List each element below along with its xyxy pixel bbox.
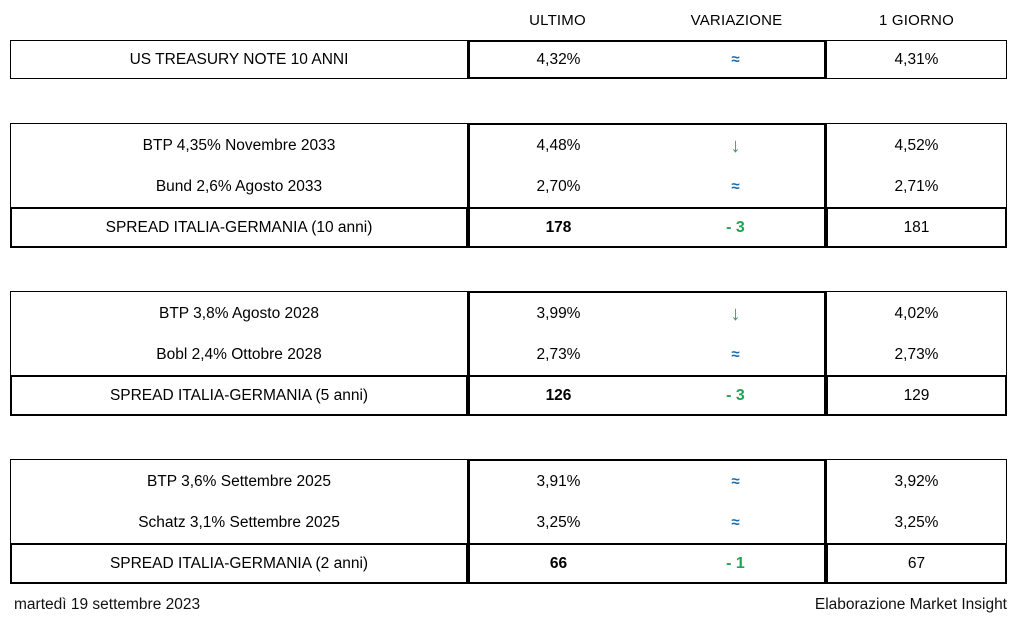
column-header-ultimo: ULTIMO — [529, 11, 586, 29]
spread-mid-cell: 66 - 1 — [468, 543, 826, 584]
spread-variazione-value: - 1 — [726, 554, 745, 572]
report-footer: martedì 19 settembre 2023 Elaborazione M… — [10, 596, 1022, 614]
spread-mid-line: 66 - 1 — [470, 545, 824, 582]
instrument-label: Bobl 2,4% Ottobre 2028 — [156, 345, 322, 363]
spread-variazione-value: - 3 — [726, 218, 745, 236]
giorno-value: 4,31% — [894, 50, 939, 68]
spread-mid-line: 126 - 3 — [470, 377, 824, 414]
ultimo-variazione-column: 3,91% ≈3,25% ≈ — [468, 459, 826, 545]
giorno-value: 2,73% — [894, 345, 939, 363]
spread-label-cell: SPREAD ITALIA-GERMANIA (2 anni) — [10, 543, 468, 584]
giorno-column: 4,02% 2,73% — [826, 291, 1007, 377]
bond-rows: BTP 3,8% Agosto 2028 Bobl 2,4% Ottobre 20… — [10, 291, 1022, 377]
variazione-approx-icon: ≈ — [731, 346, 740, 363]
rate-tables: US TREASURY NOTE 10 ANNI 4,32% ≈4,31% BTP 4… — [10, 40, 1022, 584]
ultimo-value: 4,48% — [536, 136, 581, 154]
spread-giorno-value: 67 — [907, 554, 926, 572]
ultimo-variazione-column: 4,32% ≈ — [468, 40, 826, 79]
instrument-label: BTP 4,35% Novembre 2033 — [142, 136, 336, 154]
spread-giorno-cell: 129 — [826, 375, 1007, 416]
spread-mid-cell: 126 - 3 — [468, 375, 826, 416]
table-row: 2,70% ≈ — [470, 166, 824, 207]
spread-label: SPREAD ITALIA-GERMANIA (5 anni) — [109, 386, 369, 404]
giorno-column: 4,52% 2,71% — [826, 123, 1007, 209]
spread-mid-cell: 178 - 3 — [468, 207, 826, 248]
report-date: martedì 19 settembre 2023 — [14, 596, 201, 613]
bond-rows: US TREASURY NOTE 10 ANNI 4,32% ≈4,31% — [10, 40, 1022, 79]
table-row: 3,91% ≈ — [470, 461, 824, 502]
giorno-value: 4,52% — [894, 136, 939, 154]
column-header-variazione: VARIAZIONE — [690, 11, 783, 29]
instrument-label: BTP 3,6% Settembre 2025 — [146, 472, 332, 490]
spread-ultimo-value: 126 — [545, 386, 572, 404]
spread-label: SPREAD ITALIA-GERMANIA (10 anni) — [105, 218, 373, 236]
spread-row: SPREAD ITALIA-GERMANIA (10 anni) 178 - 3 18… — [10, 207, 1022, 248]
label-column: BTP 3,6% Settembre 2025 Schatz 3,1% Sette… — [10, 459, 468, 545]
variazione-approx-icon: ≈ — [731, 178, 740, 195]
giorno-value: 4,02% — [894, 304, 939, 322]
giorno-value: 3,25% — [894, 513, 939, 531]
instrument-table: BTP 3,6% Settembre 2025 Schatz 3,1% Sette… — [10, 459, 1022, 584]
instrument-table: BTP 4,35% Novembre 2033 Bund 2,6% Agosto … — [10, 123, 1022, 248]
ultimo-variazione-column: 3,99% ↓ 2,73% ≈ — [468, 291, 826, 377]
instrument-table: BTP 3,8% Agosto 2028 Bobl 2,4% Ottobre 20… — [10, 291, 1022, 416]
giorno-value: 3,92% — [894, 472, 939, 490]
spread-giorno-cell: 181 — [826, 207, 1007, 248]
ultimo-value: 3,99% — [536, 304, 581, 322]
column-header-giorno: 1 GIORNO — [879, 11, 954, 29]
variazione-approx-icon: ≈ — [731, 51, 740, 68]
spread-giorno-cell: 67 — [826, 543, 1007, 584]
spread-ultimo-value: 66 — [549, 554, 568, 572]
instrument-label: Schatz 3,1% Settembre 2025 — [138, 513, 340, 531]
instrument-label: US TREASURY NOTE 10 ANNI — [129, 50, 349, 68]
spread-row: SPREAD ITALIA-GERMANIA (5 anni) 126 - 3 129 — [10, 375, 1022, 416]
instrument-label: BTP 3,8% Agosto 2028 — [159, 304, 319, 322]
instrument-label: Bund 2,6% Agosto 2033 — [155, 177, 323, 195]
ultimo-value: 4,32% — [536, 50, 581, 68]
giorno-column: 4,31% — [826, 40, 1007, 79]
variazione-approx-icon: ≈ — [731, 473, 740, 490]
spread-label-cell: SPREAD ITALIA-GERMANIA (5 anni) — [10, 375, 468, 416]
bond-rows: BTP 4,35% Novembre 2033 Bund 2,6% Agosto … — [10, 123, 1022, 209]
bond-rows: BTP 3,6% Settembre 2025 Schatz 3,1% Sette… — [10, 459, 1022, 545]
spread-giorno-value: 129 — [903, 386, 930, 404]
spread-label-cell: SPREAD ITALIA-GERMANIA (10 anni) — [10, 207, 468, 248]
spread-mid-line: 178 - 3 — [470, 209, 824, 246]
label-column: BTP 4,35% Novembre 2033 Bund 2,6% Agosto … — [10, 123, 468, 209]
variazione-down-arrow-icon: ↓ — [730, 302, 741, 325]
table-row: 4,32% ≈ — [470, 42, 824, 77]
spread-row: SPREAD ITALIA-GERMANIA (2 anni) 66 - 1 67 — [10, 543, 1022, 584]
column-headers: ULTIMO VARIAZIONE 1 GIORNO — [10, 0, 1022, 40]
ultimo-variazione-column: 4,48% ↓ 2,70% ≈ — [468, 123, 826, 209]
ultimo-value: 2,73% — [536, 345, 581, 363]
instrument-table: US TREASURY NOTE 10 ANNI 4,32% ≈4,31% — [10, 40, 1022, 79]
report-credit: Elaborazione Market Insight — [814, 596, 1007, 613]
spread-label: SPREAD ITALIA-GERMANIA (2 anni) — [109, 554, 369, 572]
ultimo-value: 2,70% — [536, 177, 581, 195]
giorno-column: 3,92% 3,25% — [826, 459, 1007, 545]
table-row: 3,99% ↓ — [470, 293, 824, 334]
spread-variazione-value: - 3 — [726, 386, 745, 404]
spread-giorno-value: 181 — [903, 218, 930, 236]
giorno-value: 2,71% — [894, 177, 939, 195]
table-row: 2,73% ≈ — [470, 334, 824, 375]
table-row: 4,48% ↓ — [470, 125, 824, 166]
variazione-down-arrow-icon: ↓ — [730, 134, 741, 157]
variazione-approx-icon: ≈ — [731, 514, 740, 531]
label-column: BTP 3,8% Agosto 2028 Bobl 2,4% Ottobre 20… — [10, 291, 468, 377]
table-row: 3,25% ≈ — [470, 502, 824, 543]
ultimo-value: 3,25% — [536, 513, 581, 531]
spread-ultimo-value: 178 — [545, 218, 572, 236]
ultimo-value: 3,91% — [536, 472, 581, 490]
label-column: US TREASURY NOTE 10 ANNI — [10, 40, 468, 79]
